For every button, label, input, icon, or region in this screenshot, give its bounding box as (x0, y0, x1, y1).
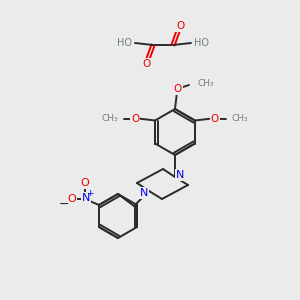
Text: N: N (176, 170, 184, 180)
Text: O: O (131, 113, 139, 124)
Text: CH₃: CH₃ (101, 114, 118, 123)
Text: +: + (86, 190, 94, 199)
Text: N: N (140, 188, 148, 198)
Text: O: O (174, 84, 182, 94)
Text: N: N (82, 193, 90, 203)
Text: O: O (81, 178, 89, 188)
Text: HO: HO (194, 38, 209, 48)
Text: CH₃: CH₃ (232, 114, 248, 123)
Text: CH₃: CH₃ (197, 79, 214, 88)
Text: O: O (68, 194, 76, 204)
Text: O: O (211, 113, 219, 124)
Text: O: O (143, 59, 151, 69)
Text: −: − (59, 197, 69, 211)
Text: O: O (176, 21, 184, 31)
Text: HO: HO (117, 38, 132, 48)
